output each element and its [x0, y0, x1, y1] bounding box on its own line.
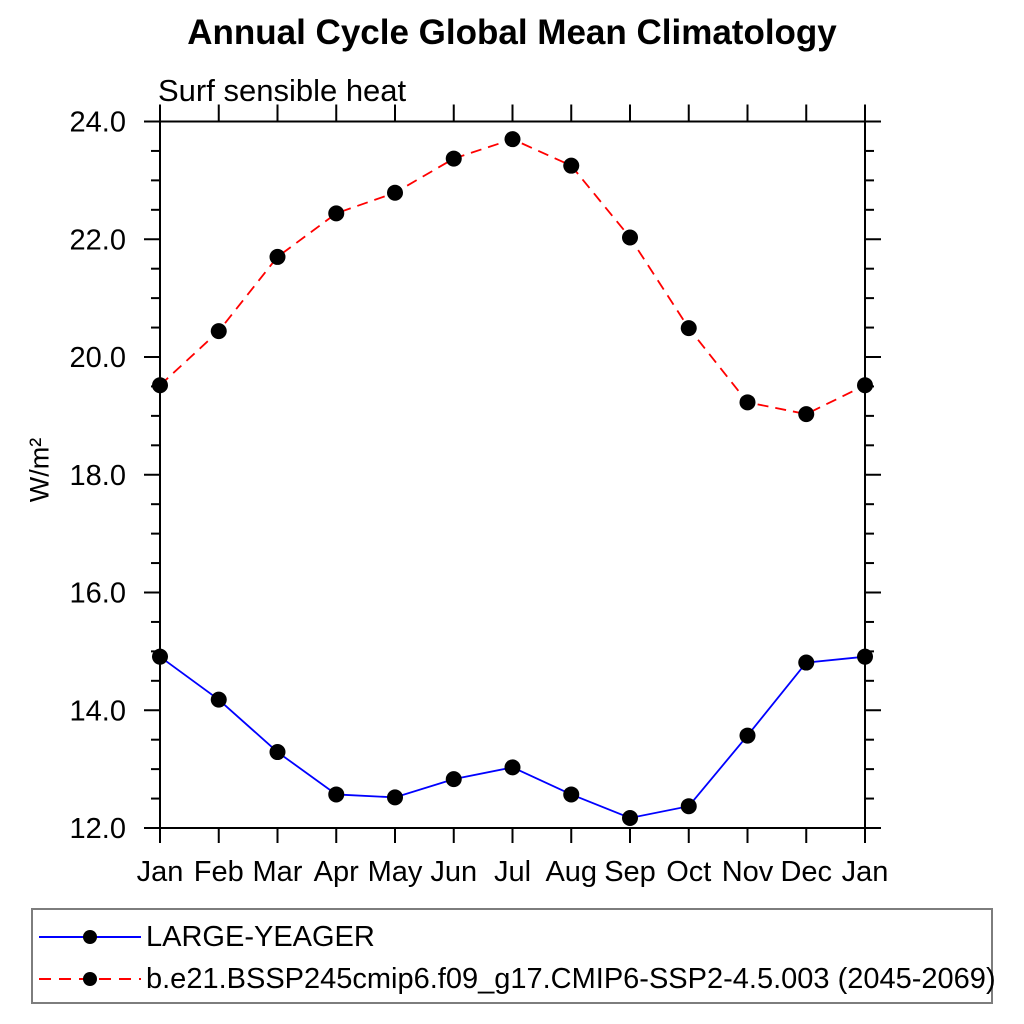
series-line-0 [159, 655, 866, 819]
data-point-marker [622, 809, 638, 826]
x-tick-label: Oct [666, 856, 711, 888]
data-point-marker [563, 786, 580, 803]
data-point-marker [445, 150, 462, 167]
x-tick-label: Jan [137, 856, 184, 888]
legend-line-sample-dashed [39, 972, 141, 986]
data-point-marker [269, 744, 286, 761]
data-point-marker [152, 377, 168, 394]
legend-label: LARGE-YEAGER [146, 920, 375, 953]
legend-line-sample-solid [39, 930, 141, 944]
x-tick-label: Jul [494, 856, 531, 888]
x-tick-label: Jan [842, 856, 889, 888]
y-tick-label: 22.0 [70, 224, 126, 256]
data-point-marker [680, 320, 697, 337]
x-tick-label: Nov [722, 856, 774, 888]
data-point-marker [798, 406, 815, 423]
data-point-marker [504, 131, 521, 148]
x-ticks [159, 104, 866, 843]
x-tick-label: Jun [430, 856, 477, 888]
x-tick-label: Sep [604, 856, 656, 888]
x-tick-label: May [368, 856, 423, 888]
legend-box: LARGE-YEAGER b.e21.BSSP245cmip6.f09_g17.… [31, 908, 996, 1004]
x-tick-label: Feb [194, 856, 244, 888]
chart-title: Annual Cycle Global Mean Climatology [187, 13, 837, 52]
data-point-marker [328, 786, 345, 803]
legend-label: b.e21.BSSP245cmip6.f09_g17.CMIP6-SSP2-4.… [146, 962, 996, 995]
legend-entry-large-yeager: LARGE-YEAGER [39, 922, 375, 952]
x-tick-labels: Jan Feb Mar Apr May Jun Jul Aug Sep Oct Nov Dec Jan [137, 856, 889, 888]
y-tick-label: 14.0 [70, 695, 126, 727]
data-point-marker [798, 654, 815, 671]
data-point-marker [210, 323, 227, 340]
x-tick-label: Mar [253, 856, 303, 888]
y-tick-label: 18.0 [70, 460, 126, 492]
data-point-marker [445, 771, 462, 788]
data-point-marker [387, 789, 403, 806]
data-point-marker [504, 759, 521, 776]
y-tick-labels: 12.0 14.0 16.0 18.0 20.0 22.0 24.0 [70, 107, 126, 846]
y-ticks [144, 120, 881, 829]
data-point-marker [739, 727, 756, 744]
series-markers-0 [152, 648, 873, 826]
x-tick-label: Dec [780, 856, 832, 888]
data-point-marker [857, 648, 873, 665]
data-point-marker [622, 229, 638, 246]
data-point-marker [328, 205, 345, 222]
data-point-marker [269, 248, 286, 265]
data-point-marker [152, 648, 168, 665]
chart-subtitle: Surf sensible heat [158, 73, 407, 108]
series-markers-1 [152, 131, 873, 423]
y-tick-label: 16.0 [70, 578, 126, 610]
y-tick-label: 12.0 [70, 813, 126, 845]
data-point-marker [680, 798, 697, 815]
data-point-marker [387, 184, 403, 201]
data-point-marker [563, 157, 580, 174]
data-point-marker [739, 394, 756, 411]
legend-entry-cmip6-ssp2: b.e21.BSSP245cmip6.f09_g17.CMIP6-SSP2-4.… [39, 964, 996, 994]
data-point-marker [857, 377, 873, 394]
y-tick-label: 20.0 [70, 342, 126, 374]
x-tick-label: Aug [545, 856, 597, 888]
data-point-marker [210, 691, 227, 708]
y-tick-label: 24.0 [70, 107, 126, 139]
series-line-1 [159, 138, 866, 416]
x-tick-label: Apr [314, 856, 359, 888]
